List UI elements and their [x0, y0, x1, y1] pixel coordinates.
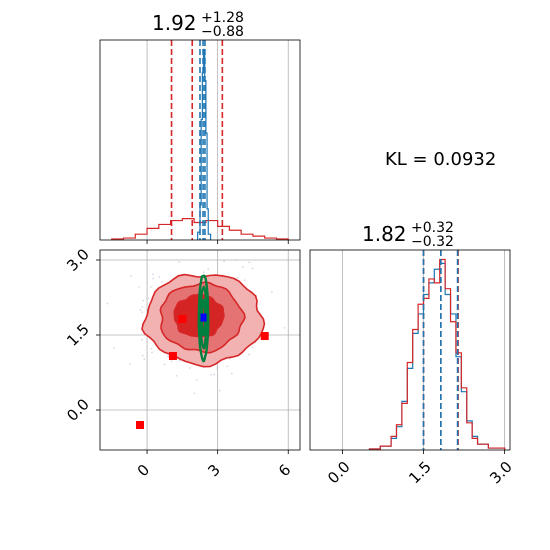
bl-scatter-point [270, 291, 273, 294]
bl-scatter-point [149, 285, 152, 288]
tl-ticks [146, 240, 289, 244]
tl-title-plus: +1.28 [201, 10, 244, 26]
bl-ytick-label-0: 0.0 [63, 395, 93, 425]
bl-ytick-label-2: 3.0 [63, 245, 93, 275]
br-title-plus: +0.32 [411, 220, 454, 236]
br-title-minus: −0.32 [411, 234, 454, 250]
bl-scatter-point [213, 373, 215, 376]
tl-title-minus: −0.88 [201, 24, 244, 40]
br-xtick-label-0: 0.0 [324, 458, 354, 488]
bl-scatter-point [167, 355, 170, 358]
bl-scatter-point [203, 271, 205, 274]
bl-scatter-point [248, 353, 250, 356]
bl-scatter-point [178, 360, 181, 362]
bl-scatter-point [141, 338, 143, 341]
bl-scatter-point [248, 261, 251, 264]
br-hist-series-0 [368, 262, 506, 450]
tl-grid [146, 40, 289, 240]
tl-marks [111, 40, 289, 240]
br-title-value: 1.82 [362, 222, 407, 246]
bl-scatter-point [142, 299, 144, 302]
bl-scatter-point [218, 389, 221, 392]
bl-scatter-point [130, 274, 132, 277]
bl-scatter-point [243, 279, 246, 281]
bl-marks [106, 258, 286, 429]
bl-scatter-point [152, 273, 154, 276]
bl-ytick-label-1: 1.5 [63, 320, 93, 350]
br-marks [368, 250, 506, 450]
bl-scatter-point [230, 372, 233, 375]
panel-bottom-right: 0.0 1.5 3.0 1.82 +0.32 −0.32 [309, 220, 516, 487]
bl-scatter-point [158, 275, 161, 278]
bl-scatter-point [128, 363, 131, 365]
bl-scatter-point [143, 358, 146, 361]
bl-scatter-point [170, 360, 173, 363]
bl-xtick-label-1: 3 [204, 461, 223, 480]
bl-red-point-1 [168, 352, 177, 360]
bl-scatter-point [163, 363, 166, 366]
bl-scatter-point [283, 326, 286, 329]
br-xtick-label-1: 1.5 [405, 458, 435, 488]
bl-scatter-point [226, 365, 229, 368]
br-hist-series-1 [368, 258, 506, 450]
bl-scatter-point [175, 374, 178, 377]
bl-scatter-point [147, 297, 150, 300]
bl-scatter-point [193, 392, 196, 395]
tl-title-value: 1.92 [152, 11, 197, 35]
bl-scatter-point [151, 351, 153, 354]
bl-scatter-point [207, 267, 210, 270]
bl-scatter-point [234, 258, 237, 261]
br-ticks: 0.0 1.5 3.0 [324, 450, 516, 487]
bl-scatter-point [242, 266, 244, 269]
bl-scatter-point [195, 379, 198, 381]
bl-scatter-point [141, 306, 144, 309]
bl-scatter-point [138, 286, 140, 288]
bl-xtick-label-0: 0 [134, 461, 153, 480]
bl-scatter-point [251, 267, 254, 270]
bl-red-point-0 [136, 421, 144, 429]
bl-scatter-point [209, 373, 212, 376]
br-axis-frame [309, 249, 511, 451]
bl-scatter-point [251, 346, 254, 349]
bl-scatter-point [141, 354, 144, 357]
bl-scatter-point [160, 281, 163, 283]
bl-scatter-point [236, 276, 239, 279]
bl-axis-frame [99, 249, 301, 451]
tl-axis-frame [99, 39, 301, 241]
bl-scatter-point [150, 347, 153, 350]
br-xtick-label-2: 3.0 [486, 458, 516, 488]
bl-scatter-point [152, 277, 155, 280]
bl-red-point-3 [260, 332, 269, 340]
bl-xtick-label-2: 6 [275, 461, 294, 480]
bl-scatter-point [139, 308, 142, 311]
bl-scatter-point [112, 347, 115, 350]
bl-scatter-point [178, 261, 181, 264]
panel-bottom-left: 0 3 6 0.0 1.5 3.0 [63, 245, 301, 480]
kl-annotation: KL = 0.0932 [385, 149, 496, 170]
bl-green-contour-0 [197, 274, 210, 363]
panel-top-left: 1.92 +1.28 −0.88 [99, 10, 301, 244]
bl-scatter-point [189, 367, 191, 369]
bl-blue-point-0 [200, 313, 207, 322]
bl-scatter-point [141, 311, 144, 314]
bl-scatter-point [223, 260, 225, 262]
bl-scatter-point [146, 307, 149, 310]
bl-red-point-2 [178, 315, 187, 323]
bl-scatter-point [216, 368, 219, 370]
bl-scatter-point [106, 302, 109, 305]
